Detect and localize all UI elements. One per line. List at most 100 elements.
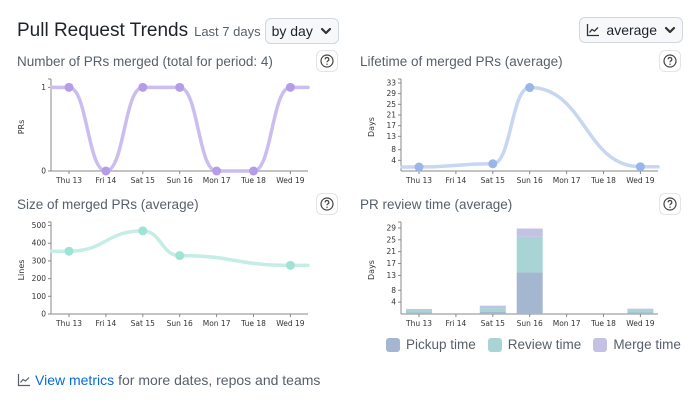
size-x-tick-label: Mon 17 [203, 319, 231, 328]
lifetime-x-tick-label: Sun 16 [517, 176, 543, 185]
review-bar-merge-time [627, 308, 654, 310]
review-bar-pickup-time [627, 312, 654, 314]
size-y-tick-label: 400 [32, 239, 47, 248]
merged-y-axis-label: PRs [17, 120, 26, 135]
size-x-tick-label: Sat 15 [131, 319, 155, 328]
lifetime-y-tick-label: 17 [386, 121, 396, 130]
size-y-tick-label: 500 [32, 221, 47, 230]
review-bar-merge-time [406, 308, 432, 310]
footer-text: for more dates, repos and teams [118, 372, 321, 388]
legend-swatch-pickup [386, 337, 400, 352]
review-y-axis-label: Days [367, 260, 376, 280]
question-icon [320, 54, 334, 68]
review-x-tick-label: Mon 17 [553, 319, 581, 328]
review-bar-review-time [406, 309, 432, 313]
size-data-point [285, 260, 295, 270]
merged-x-tick-label: Thu 13 [55, 176, 82, 185]
legend-label: Merge time [613, 337, 681, 352]
review-bar-merge-time [516, 228, 543, 237]
review-x-tick-label: Fri 14 [445, 319, 466, 328]
lifetime-y-tick-label: 4 [391, 156, 396, 165]
lifetime-x-tick-label: Wed 19 [626, 176, 655, 185]
review-help-button[interactable] [659, 193, 681, 215]
review-bar-review-time [627, 309, 654, 313]
legend-label: Review time [507, 337, 582, 352]
period-label: Last 7 days [194, 23, 261, 39]
legend-swatch-review [487, 337, 502, 352]
merged-data-point [175, 82, 185, 92]
legend-item-review[interactable]: Review time [487, 337, 582, 352]
legend-item-merge[interactable]: Merge time [593, 337, 681, 352]
review-x-tick-label: Sun 16 [517, 319, 543, 328]
lifetime-data-point [635, 162, 645, 172]
lifetime-x-tick-label: Fri 14 [445, 176, 466, 185]
size-chart: 0 100 200 300 400 500 Thu 13 Fri 14 Sat 15 Sun 16… [17, 221, 310, 328]
chevron-down-icon [664, 26, 676, 34]
lifetime-series-line [400, 85, 660, 169]
question-icon [320, 197, 334, 211]
size-data-point [138, 226, 148, 236]
lifetime-y-tick-label: 25 [386, 100, 396, 109]
line-chart-icon [587, 24, 600, 37]
size-series-line [50, 229, 310, 268]
lifetime-y-tick-label: 29 [386, 89, 396, 98]
merged-y-tick-label: 1 [41, 83, 46, 92]
lifetime-chart-title: Lifetime of merged PRs (average) [360, 54, 563, 69]
review-y-tick-label: 29 [386, 223, 396, 232]
size-data-point [175, 251, 185, 261]
review-bar-pickup-time [479, 311, 506, 314]
size-chart-title: Size of merged PRs (average) [17, 197, 199, 212]
size-y-tick-label: 200 [32, 274, 47, 283]
merged-data-point [285, 82, 295, 92]
merged-x-tick-label: Sat 15 [131, 176, 155, 185]
lifetime-y-tick-label: 13 [386, 132, 396, 141]
review-chart: 4 8 13 17 21 25 29 Thu 13 Fri 14 Sat 15 Sun 16 Mon … [367, 221, 658, 328]
review-y-tick-label: 17 [386, 259, 396, 268]
merged-x-tick-label: Fri 14 [95, 176, 116, 185]
size-x-tick-label: Sun 16 [167, 319, 193, 328]
merged-help-button[interactable] [316, 50, 338, 72]
review-bar-merge-time [479, 305, 506, 309]
header: Pull Request Trends Last 7 days by day [17, 16, 339, 46]
granularity-select[interactable]: by day [264, 18, 339, 44]
merged-x-tick-label: Wed 19 [276, 176, 305, 185]
merged-y-tick-label: 0 [41, 167, 46, 176]
review-bar-pickup-time [406, 312, 432, 314]
aggregation-select-value: average [606, 22, 657, 38]
lifetime-x-tick-label: Mon 17 [553, 176, 581, 185]
review-x-tick-label: Sat 15 [481, 319, 505, 328]
review-y-tick-label: 8 [391, 286, 396, 295]
review-y-tick-label: 4 [391, 298, 396, 307]
size-y-tick-label: 0 [41, 310, 46, 319]
merged-series-line [50, 85, 310, 173]
merged-x-tick-label: Sun 16 [167, 176, 193, 185]
review-y-tick-label: 25 [386, 235, 396, 244]
size-help-button[interactable] [316, 193, 338, 215]
footer: View metrics for more dates, repos and t… [17, 372, 320, 388]
review-chart-title: PR review time (average) [360, 197, 513, 212]
aggregation-select[interactable]: average [579, 17, 683, 43]
size-x-tick-label: Tue 18 [240, 319, 266, 328]
review-x-tick-label: Thu 13 [405, 319, 432, 328]
lifetime-help-button[interactable] [659, 50, 681, 72]
legend-item-pickup[interactable]: Pickup time [386, 337, 476, 352]
size-x-tick-label: Wed 19 [276, 319, 305, 328]
view-metrics-link[interactable]: View metrics [35, 372, 115, 388]
review-y-tick-label: 21 [386, 247, 396, 256]
legend-swatch-merge [593, 337, 608, 352]
lifetime-data-point [414, 162, 424, 172]
review-y-tick-label: 13 [386, 271, 396, 280]
legend-label: Pickup time [406, 337, 476, 352]
lifetime-x-tick-label: Tue 18 [590, 176, 616, 185]
lifetime-x-tick-label: Thu 13 [405, 176, 432, 185]
lifetime-x-tick-label: Sat 15 [481, 176, 505, 185]
merged-data-point [64, 82, 74, 92]
review-bar-pickup-time [516, 272, 543, 314]
granularity-select-value: by day [271, 23, 313, 39]
size-data-point [64, 246, 74, 256]
size-y-tick-label: 300 [32, 256, 47, 265]
line-chart-icon [17, 374, 30, 387]
merged-data-point [101, 166, 111, 176]
merged-data-point [212, 166, 222, 176]
